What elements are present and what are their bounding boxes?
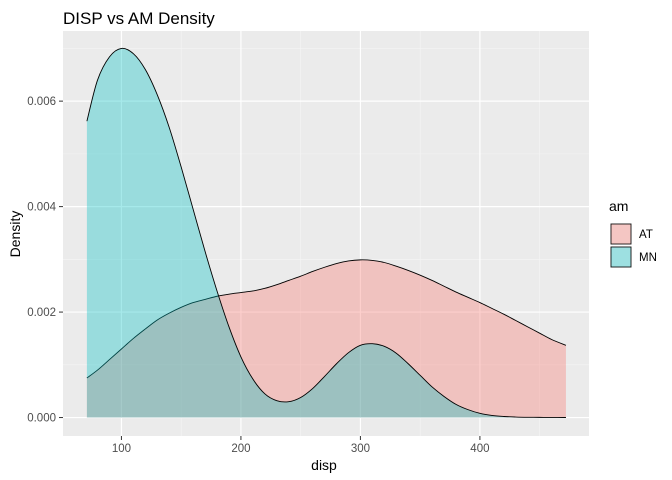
legend-key-bg-mn xyxy=(610,246,632,268)
x-tick-label: 400 xyxy=(470,443,489,455)
minor-gridlines xyxy=(63,31,589,436)
y-tick-label: 0.000 xyxy=(27,413,56,425)
chart-title: DISP vs AM Density xyxy=(63,9,215,28)
y-tick-label: 0.004 xyxy=(27,202,56,214)
legend-label-mn: MN xyxy=(639,252,657,264)
legend-key-mn xyxy=(610,246,632,268)
legend-label-at: AT xyxy=(639,229,653,241)
major-gridlines xyxy=(63,31,589,436)
x-tick-label: 200 xyxy=(231,443,250,455)
x-axis-title: disp xyxy=(311,457,337,473)
x-tick-label: 100 xyxy=(112,443,131,455)
y-tick-label: 0.006 xyxy=(27,96,56,108)
legend-key-bg-at xyxy=(610,223,632,245)
y-tick-label: 0.002 xyxy=(27,307,56,319)
density-area-mn xyxy=(86,48,566,418)
legend-title: am xyxy=(609,198,628,214)
legend-key-at xyxy=(610,223,632,245)
y-axis: 0.000 0.002 0.004 0.006 xyxy=(27,96,63,425)
density-line-at xyxy=(86,259,567,379)
x-tick-label: 300 xyxy=(351,443,370,455)
y-axis-title: Density xyxy=(7,211,23,258)
legend: am AT MN xyxy=(609,198,657,268)
density-line-mn xyxy=(86,47,566,418)
plot-panel xyxy=(63,31,589,436)
density-areas xyxy=(86,47,567,418)
x-axis: 100 200 300 400 xyxy=(112,436,489,455)
